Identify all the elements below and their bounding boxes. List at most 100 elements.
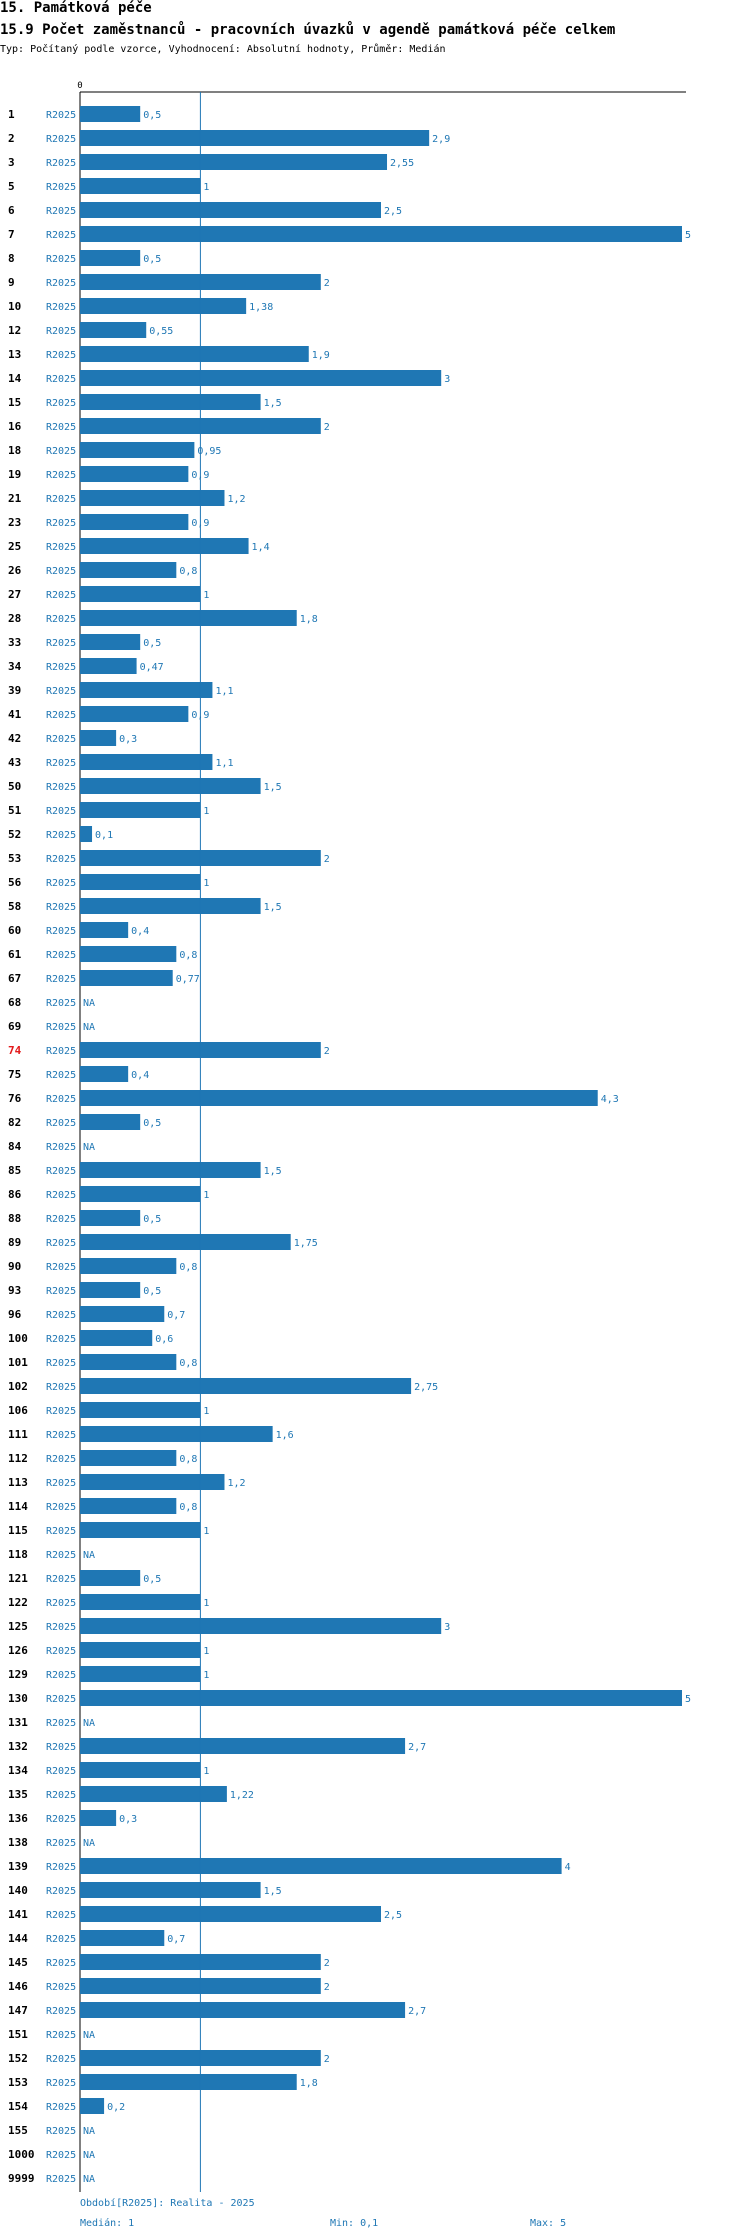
data-label: 2	[324, 2054, 330, 2065]
bar	[80, 1498, 177, 1514]
category-label: 152	[8, 2052, 28, 2065]
series-label: R2025	[46, 950, 76, 961]
data-label: NA	[83, 2174, 95, 2185]
category-label: 86	[8, 1188, 22, 1201]
bar	[80, 1186, 201, 1202]
data-label: 0,47	[140, 662, 164, 673]
bar	[80, 1474, 225, 1490]
data-label: 2,7	[408, 2006, 426, 2017]
data-label: 0,55	[149, 326, 173, 337]
data-label: 0,5	[143, 1214, 161, 1225]
bar	[80, 1450, 177, 1466]
category-label: 88	[8, 1212, 21, 1225]
data-label: 1,8	[300, 2078, 318, 2089]
category-label: 39	[8, 684, 21, 697]
data-label: 2	[324, 1958, 330, 1969]
bar	[80, 754, 213, 770]
category-label: 138	[8, 1836, 28, 1849]
data-label: 0,4	[131, 926, 149, 937]
footer-max: Max: 5	[530, 2218, 567, 2229]
series-label: R2025	[46, 302, 76, 313]
series-label: R2025	[46, 1646, 76, 1657]
category-label: 122	[8, 1596, 28, 1609]
series-label: R2025	[46, 518, 76, 529]
category-label: 68	[8, 996, 21, 1009]
series-label: R2025	[46, 1118, 76, 1129]
series-label: R2025	[46, 2030, 76, 2041]
bar	[80, 1066, 129, 1082]
category-label: 52	[8, 828, 21, 841]
data-label: 2	[324, 1982, 330, 1993]
bar	[80, 778, 261, 794]
series-label: R2025	[46, 2174, 76, 2185]
series-label: R2025	[46, 1262, 76, 1273]
series-label: R2025	[46, 1190, 76, 1201]
data-label: NA	[83, 2150, 95, 2161]
data-label: 2,9	[432, 134, 450, 145]
bar	[80, 1378, 412, 1394]
category-label: 90	[8, 1260, 21, 1273]
category-label: 145	[8, 1956, 28, 1969]
series-label: R2025	[46, 686, 76, 697]
data-label: 3	[444, 374, 450, 385]
category-label: 1	[8, 108, 15, 121]
category-label: 14	[8, 372, 22, 385]
series-label: R2025	[46, 566, 76, 577]
series-label: R2025	[46, 830, 76, 841]
category-label: 154	[8, 2100, 28, 2113]
data-label: 1	[203, 1646, 209, 1657]
category-label: 15	[8, 396, 21, 409]
bar	[80, 2074, 297, 2090]
data-label: 2,75	[414, 1382, 438, 1393]
series-label: R2025	[46, 2054, 76, 2065]
data-label: 0,5	[143, 110, 161, 121]
series-label: R2025	[46, 1526, 76, 1537]
footer-period: Období[R2025]: Realita - 2025	[80, 2198, 255, 2209]
data-label: 1	[203, 1766, 209, 1777]
data-label: 1	[203, 1526, 209, 1537]
data-label: 0,8	[179, 1502, 197, 1513]
series-label: R2025	[46, 638, 76, 649]
series-label: R2025	[46, 710, 76, 721]
series-label: R2025	[46, 1046, 76, 1057]
bar	[80, 874, 201, 890]
bar	[80, 106, 141, 122]
bar	[80, 1858, 562, 1874]
series-label: R2025	[46, 470, 76, 481]
bar	[80, 682, 213, 698]
data-label: 2	[324, 278, 330, 289]
data-label: 2	[324, 854, 330, 865]
data-label: 0,95	[197, 446, 221, 457]
bar	[80, 1354, 177, 1370]
series-label: R2025	[46, 1862, 76, 1873]
bar	[80, 1642, 201, 1658]
category-label: 27	[8, 588, 21, 601]
bar	[80, 466, 189, 482]
data-label: NA	[83, 1142, 95, 1153]
bar	[80, 1258, 177, 1274]
data-label: 1,5	[264, 1166, 282, 1177]
category-label: 9999	[8, 2172, 35, 2185]
series-label: R2025	[46, 1286, 76, 1297]
series-label: R2025	[46, 254, 76, 265]
data-label: 1,9	[312, 350, 330, 361]
data-label: NA	[83, 1718, 95, 1729]
series-label: R2025	[46, 1958, 76, 1969]
data-label: 0,8	[179, 566, 197, 577]
category-label: 85	[8, 1164, 21, 1177]
data-label: 5	[685, 1694, 691, 1705]
series-label: R2025	[46, 278, 76, 289]
bar	[80, 1522, 201, 1538]
category-label: 141	[8, 1908, 28, 1921]
bar	[80, 1570, 141, 1586]
series-label: R2025	[46, 2078, 76, 2089]
category-label: 111	[8, 1428, 28, 1441]
category-label: 61	[8, 948, 22, 961]
data-label: 1,5	[264, 782, 282, 793]
series-label: R2025	[46, 1934, 76, 1945]
data-label: 2,5	[384, 1910, 402, 1921]
category-label: 8	[8, 252, 15, 265]
footer-min: Min: 0,1	[330, 2218, 379, 2229]
series-label: R2025	[46, 374, 76, 385]
